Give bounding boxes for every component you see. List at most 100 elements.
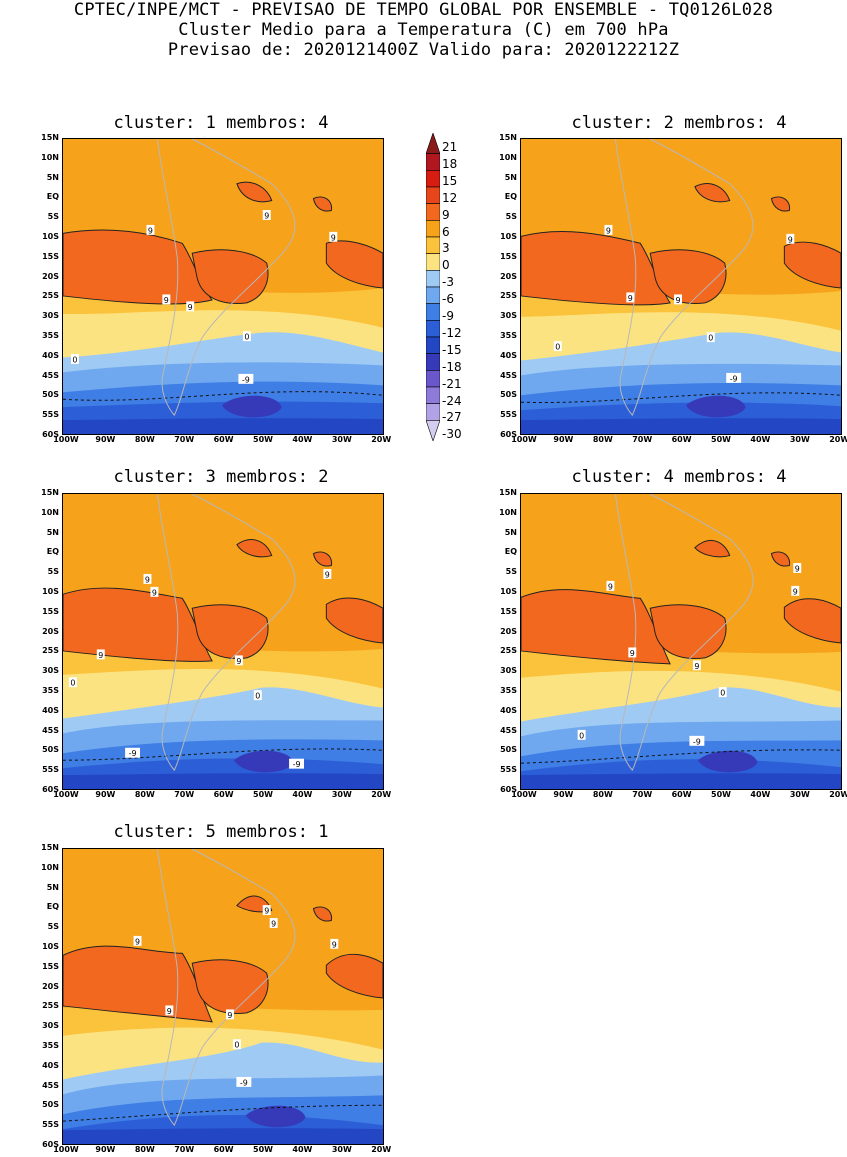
contour-neg9 [521, 749, 841, 764]
colorbar-level-label: -24 [442, 393, 462, 408]
lat-tick-label: 45S [42, 1080, 59, 1090]
contour-label-bg [242, 331, 251, 342]
contour-label-text: -9 [242, 375, 250, 384]
lat-tick-label: 45S [500, 370, 517, 380]
contour-label-text: 9 [675, 296, 680, 305]
lon-tick-label: 80W [592, 790, 613, 799]
contour-neg9 [521, 392, 841, 404]
lat-tick-label: 35S [42, 1041, 59, 1050]
contour-label-bg [289, 758, 304, 769]
lat-tick-label: 55S [42, 1120, 59, 1130]
contour-label-text: 9 [325, 570, 330, 579]
map-canvas: 9 9 9 9 0 0 -9 [521, 139, 841, 434]
lat-tick-label: 35S [42, 331, 59, 340]
continent-outline [156, 849, 296, 1127]
band-neg15-to-neg12 [521, 773, 841, 789]
lat-tick-label: 15N [41, 133, 59, 142]
contour-label-bg [234, 655, 243, 666]
contour-label: 9 [133, 935, 142, 946]
contour-label-text: 0 [555, 343, 560, 352]
colorbar-level-label: -9 [442, 309, 454, 323]
lat-tick-label: 60S [500, 785, 517, 794]
lat-tick-label: 40S [42, 705, 59, 715]
contour-label-bg [236, 1076, 252, 1087]
contour-label-text: 9 [227, 1011, 232, 1020]
contour-label-text: 0 [708, 334, 713, 343]
temperature-map-panel: 9 9 9 9 0 0 -9 [520, 138, 842, 435]
lat-tick-label: 20S [42, 981, 59, 991]
lat-tick-label: 10S [42, 942, 59, 951]
contour-label-text: 9 [793, 587, 798, 596]
lon-tick-label: 50W [253, 790, 273, 799]
lat-tick-label: 10N [41, 507, 59, 517]
lat-tick-label: 50S [500, 390, 517, 400]
temperature-map-panel: 9 9 9 9 9 9 0 -9 [62, 848, 384, 1145]
contour-label-bg [786, 233, 795, 244]
lat-tick-label: 15N [41, 488, 59, 497]
contour-label-bg [689, 735, 705, 746]
contour-label: 0 [242, 331, 251, 342]
lat-tick-label: 50S [42, 1100, 59, 1110]
contour-label: 9 [96, 649, 105, 660]
contour-label-bg [232, 1039, 241, 1050]
colorbar-swatch [426, 353, 440, 371]
warm-spot-east [312, 551, 333, 567]
lon-tick-label: 50W [253, 1145, 273, 1154]
contour-label-bg [146, 224, 155, 235]
warm-region-brazil [649, 249, 727, 304]
contour-label: 0 [553, 341, 562, 352]
contour-label-bg [577, 729, 586, 740]
lat-tick-label: 40S [500, 705, 517, 715]
lon-tick-label: 20W [371, 790, 392, 799]
colorbar-level-label: 9 [442, 207, 450, 222]
lon-tick-label: 40W [750, 790, 771, 799]
contour-label-bg [726, 372, 742, 383]
contour-label-text: -9 [293, 760, 301, 769]
contour-label-bg [604, 224, 613, 235]
colorbar-level-label: -21 [442, 376, 462, 391]
lat-tick-label: 40S [42, 1060, 59, 1070]
map-canvas: 9 9 9 9 9 0 0 -9 [521, 494, 841, 789]
lat-tick-label: EQ [504, 192, 517, 202]
lat-tick-label: 35S [500, 686, 517, 695]
contour-label: 9 [143, 573, 152, 584]
contour-label: 9 [186, 301, 195, 312]
lat-tick-label: 30S [500, 666, 517, 676]
continent-outline [156, 139, 296, 417]
panel-title: cluster: 1 membros: 4 [113, 113, 329, 133]
contour-label: -9 [236, 1076, 252, 1087]
contour-label: 9 [262, 905, 271, 916]
colorbar-swatch [426, 170, 440, 188]
lat-tick-label: 40S [500, 350, 517, 360]
lat-tick-label: 40S [42, 350, 59, 360]
lon-tick-label: 60W [213, 435, 234, 444]
colorbar-level-label: 3 [442, 241, 450, 256]
lat-tick-label: 35S [42, 686, 59, 695]
continent-outline [614, 139, 754, 417]
contour-label-bg [150, 586, 159, 597]
lat-tick-label: 15N [499, 133, 517, 142]
contour-label-text: 9 [264, 907, 269, 916]
contour-label-text: 0 [579, 731, 584, 740]
lat-tick-label: 5N [504, 527, 517, 537]
contour-label: 9 [604, 224, 613, 235]
contour-label-text: 0 [244, 333, 249, 342]
lon-tick-label: 30W [331, 1145, 352, 1154]
colorbar-level-label: 0 [442, 258, 450, 273]
band-neg15-to-neg12 [521, 418, 841, 434]
contour-label: 9 [225, 1009, 234, 1020]
contour-label-text: 0 [72, 355, 77, 364]
warm-region-atlantic [325, 240, 383, 289]
warm-region-atlantic [783, 241, 841, 289]
contour-label-bg [96, 649, 105, 660]
contour-label: 9 [323, 568, 332, 579]
lat-tick-label: 15N [499, 488, 517, 497]
header-line-3: Previsao de: 2020121400Z Valido para: 20… [167, 40, 680, 60]
colorbar-level-label: 21 [442, 140, 458, 154]
lat-tick-label: 45S [500, 725, 517, 735]
lon-tick-label: 70W [632, 790, 653, 799]
lon-tick-label: 30W [331, 790, 352, 799]
contour-label-text: 9 [608, 582, 613, 591]
contour-label-text: 9 [145, 575, 150, 584]
contour-label: 0 [68, 677, 77, 688]
